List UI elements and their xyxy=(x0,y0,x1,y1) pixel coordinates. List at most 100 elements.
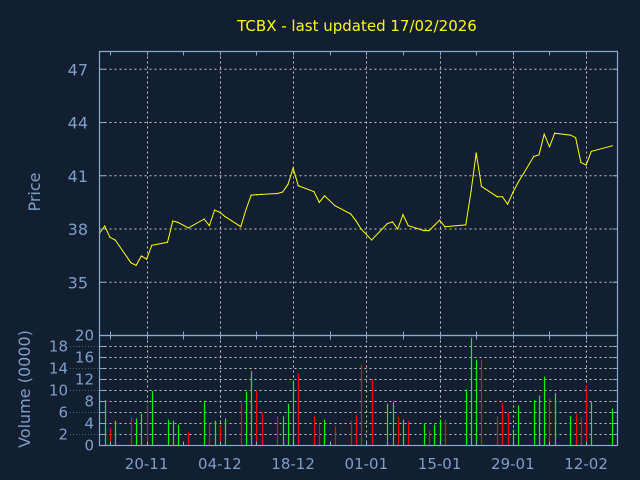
volume-tick-label: 0 xyxy=(84,437,94,455)
price-point xyxy=(224,215,226,218)
price-y-ticks: 35 38 41 44 47 xyxy=(68,60,88,292)
price-axis-label: Price xyxy=(25,172,44,211)
price-point xyxy=(538,154,540,156)
price-point xyxy=(501,196,503,198)
price-point xyxy=(397,228,399,230)
price-point xyxy=(355,220,357,222)
price-point xyxy=(543,133,545,135)
price-point xyxy=(475,152,477,154)
price-point xyxy=(444,226,446,228)
price-point xyxy=(496,196,498,198)
price-tick-label: 38 xyxy=(68,220,88,239)
price-point xyxy=(130,262,132,264)
price-point xyxy=(104,225,106,227)
x-tick-label: 18-12 xyxy=(271,455,315,473)
price-point xyxy=(255,194,258,196)
price-point xyxy=(240,226,242,228)
price-point xyxy=(423,229,425,232)
price-point xyxy=(145,258,148,260)
volume-tick-label: 8 xyxy=(84,393,94,411)
price-tick-label: 47 xyxy=(68,60,88,79)
volume-tick-label: 14 xyxy=(49,360,68,378)
price-point xyxy=(386,223,388,225)
price-point xyxy=(287,184,289,186)
x-tick-label: 20-11 xyxy=(125,455,169,473)
x-tick-label: 04-12 xyxy=(198,455,242,473)
price-point xyxy=(203,218,205,220)
price-point xyxy=(465,224,467,226)
price-point xyxy=(554,132,556,134)
grid-lines xyxy=(99,51,618,446)
price-point xyxy=(391,221,394,223)
price-point xyxy=(569,134,572,136)
price-point xyxy=(166,241,169,243)
volume-tick-label: 18 xyxy=(49,338,68,356)
price-point xyxy=(548,146,551,148)
chart-title: TCBX - last updated 17/02/2026 xyxy=(236,17,477,35)
price-point xyxy=(334,205,336,207)
price-point xyxy=(208,225,210,227)
volume-bars xyxy=(104,337,614,446)
price-tick-label: 41 xyxy=(68,167,88,186)
price-point xyxy=(318,201,320,203)
price-point xyxy=(297,185,299,187)
price-point xyxy=(407,225,409,227)
volume-axis-label: Volume (0000) xyxy=(15,330,34,448)
price-point xyxy=(507,203,509,205)
volume-tick-label: 16 xyxy=(75,349,94,367)
price-point xyxy=(517,181,519,184)
price-point xyxy=(585,164,587,166)
price-point xyxy=(533,155,535,158)
price-point xyxy=(439,219,441,221)
price-point xyxy=(214,209,216,211)
volume-tick-label: 20 xyxy=(75,327,94,345)
price-point xyxy=(433,224,435,227)
price-point xyxy=(177,221,179,224)
volume-tick-label: 4 xyxy=(84,415,94,433)
price-point xyxy=(590,150,592,153)
price-point xyxy=(402,214,404,216)
price-point xyxy=(611,145,613,147)
price-point xyxy=(114,239,116,241)
price-point xyxy=(360,228,362,230)
price-point xyxy=(350,213,352,215)
price-point xyxy=(370,239,373,241)
price-point xyxy=(276,192,278,195)
volume-tick-label: 10 xyxy=(49,382,68,400)
price-point xyxy=(151,244,153,246)
price-point xyxy=(428,229,430,232)
price-point xyxy=(323,195,326,197)
price-tick-label: 44 xyxy=(68,114,88,133)
price-point xyxy=(292,167,294,169)
x-tick-label: 12-02 xyxy=(564,455,608,473)
price-point xyxy=(282,191,284,193)
price-point xyxy=(470,191,472,193)
volume-tick-label: 12 xyxy=(75,371,94,389)
price-point xyxy=(580,161,582,164)
volume-tick-label: 2 xyxy=(58,426,68,444)
price-point xyxy=(172,220,174,222)
axes xyxy=(98,50,619,447)
price-point xyxy=(109,236,111,238)
price-point xyxy=(261,193,263,195)
price-point xyxy=(512,191,514,194)
x-tick-label: 15-01 xyxy=(418,455,462,473)
volume-tick-label: 6 xyxy=(58,404,68,422)
price-point xyxy=(575,136,577,139)
x-ticks: 20-11 04-12 18-12 01-01 15-01 29-01 12-02 xyxy=(125,455,608,473)
price-point xyxy=(219,211,221,213)
x-tick-label: 29-01 xyxy=(491,455,535,473)
price-point xyxy=(187,227,190,229)
price-point xyxy=(135,264,137,266)
price-plot-frame xyxy=(98,50,619,337)
price-line xyxy=(99,132,613,267)
price-point xyxy=(250,194,252,196)
price-point xyxy=(313,191,315,193)
price-point xyxy=(480,185,483,187)
price-point xyxy=(245,208,247,211)
price-point xyxy=(140,255,142,257)
price-tick-label: 35 xyxy=(68,273,88,292)
x-tick-label: 01-01 xyxy=(345,455,389,473)
